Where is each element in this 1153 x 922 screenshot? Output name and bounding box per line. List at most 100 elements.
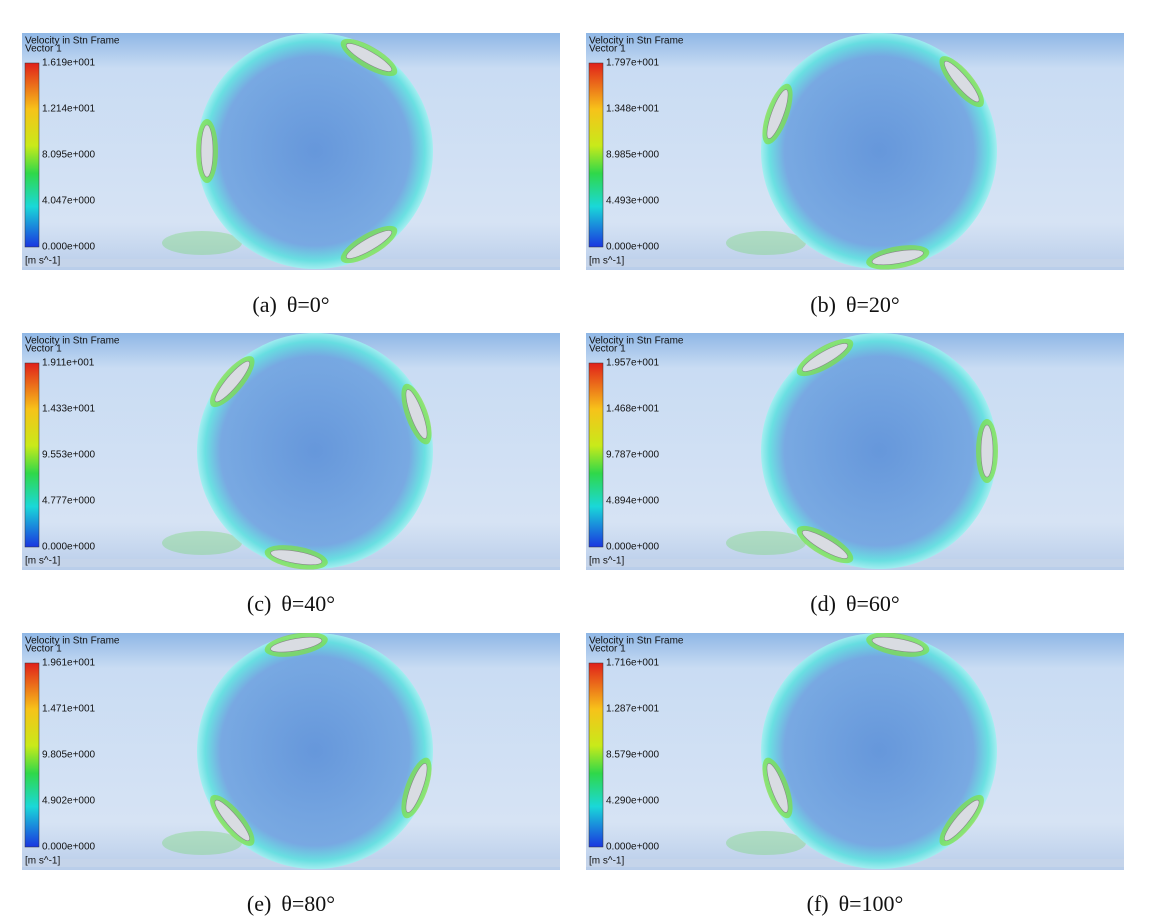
legend-subtitle: Vector 1 — [589, 44, 626, 55]
caption: (c) θ=40° — [22, 591, 560, 617]
caption-label: (f) — [806, 891, 829, 916]
color-bar-label: 0.000e+000 — [606, 542, 660, 553]
color-bar-label: 4.777e+000 — [42, 496, 96, 507]
rotor-region — [197, 633, 433, 869]
caption-angle: θ=100° — [838, 891, 904, 916]
caption: (e) θ=80° — [22, 891, 560, 917]
unit-label: [m s^-1] — [25, 256, 60, 267]
legend-subtitle: Vector 1 — [25, 644, 62, 655]
wake — [162, 531, 242, 555]
legend-title: Velocity in Stn Frame — [589, 636, 684, 647]
rotor-region — [761, 333, 997, 569]
color-bar — [588, 662, 604, 848]
color-bar-label: 9.787e+000 — [606, 450, 660, 461]
caption: (b) θ=20° — [586, 292, 1124, 318]
blade — [871, 249, 924, 266]
color-bar — [24, 662, 40, 848]
legend-subtitle: Vector 1 — [589, 644, 626, 655]
color-bar-label: 1.348e+001 — [606, 104, 660, 115]
caption-angle: θ=0° — [286, 292, 330, 317]
wake — [726, 231, 806, 255]
legend-title: Velocity in Stn Frame — [25, 636, 120, 647]
caption-angle: θ=60° — [845, 591, 900, 616]
color-bar-label: 8.095e+000 — [42, 150, 96, 161]
caption-label: (e) — [246, 891, 272, 916]
caption-label: (a) — [252, 292, 277, 317]
legend-title: Velocity in Stn Frame — [25, 336, 120, 347]
caption-angle: θ=20° — [845, 292, 900, 317]
color-bar-label: 9.553e+000 — [42, 450, 96, 461]
color-bar-label: 1.716e+001 — [606, 658, 660, 669]
wake — [162, 231, 242, 255]
color-bar-label: 1.957e+001 — [606, 358, 660, 369]
blade — [214, 360, 250, 403]
unit-label: [m s^-1] — [589, 256, 624, 267]
blade — [801, 530, 849, 559]
color-bar-label: 4.894e+000 — [606, 496, 660, 507]
unit-label: [m s^-1] — [589, 856, 624, 867]
blade — [345, 230, 393, 259]
unit-label: [m s^-1] — [25, 556, 60, 567]
wake — [162, 831, 242, 855]
blade — [980, 424, 994, 478]
rotor-region — [761, 33, 997, 269]
color-bar-label: 1.471e+001 — [42, 704, 96, 715]
legend-subtitle: Vector 1 — [589, 344, 626, 355]
color-bar-label: 8.579e+000 — [606, 750, 660, 761]
caption-label: (d) — [810, 591, 836, 616]
legend-title: Velocity in Stn Frame — [25, 36, 120, 47]
blade — [766, 763, 789, 813]
color-bar-label: 1.433e+001 — [42, 404, 96, 415]
color-bar-label: 4.290e+000 — [606, 796, 660, 807]
rotor-region — [197, 33, 433, 269]
color-bar-label: 1.619e+001 — [42, 58, 96, 69]
color-bar-label: 9.805e+000 — [42, 750, 96, 761]
blade — [270, 636, 323, 653]
blade — [405, 763, 428, 813]
blade — [766, 89, 789, 139]
color-bar — [588, 362, 604, 548]
color-bar-label: 0.000e+000 — [606, 242, 660, 253]
blade — [405, 389, 428, 439]
color-bar — [588, 62, 604, 248]
color-bar-label: 0.000e+000 — [42, 242, 96, 253]
color-bar-label: 4.902e+000 — [42, 796, 96, 807]
wake — [726, 531, 806, 555]
wake — [726, 831, 806, 855]
blade — [944, 60, 980, 103]
caption: (f) θ=100° — [586, 891, 1124, 917]
color-bar-label: 1.214e+001 — [42, 104, 96, 115]
caption-label: (c) — [246, 591, 272, 616]
color-bar-label: 1.287e+001 — [606, 704, 660, 715]
color-bar-label: 0.000e+000 — [42, 542, 96, 553]
color-bar-label: 8.985e+000 — [606, 150, 660, 161]
color-bar-label: 4.047e+000 — [42, 196, 96, 207]
blade — [801, 343, 849, 372]
color-bar — [24, 62, 40, 248]
legend-title: Velocity in Stn Frame — [589, 336, 684, 347]
blade — [214, 799, 250, 842]
color-bar-label: 1.961e+001 — [42, 658, 96, 669]
legend-subtitle: Vector 1 — [25, 44, 62, 55]
color-bar-label: 1.468e+001 — [606, 404, 660, 415]
blade — [270, 549, 323, 566]
legend-subtitle: Vector 1 — [25, 344, 62, 355]
rotor-region — [761, 633, 997, 869]
legend-title: Velocity in Stn Frame — [589, 36, 684, 47]
color-bar-label: 1.797e+001 — [606, 58, 660, 69]
unit-label: [m s^-1] — [25, 856, 60, 867]
caption: (a) θ=0° — [22, 292, 560, 318]
unit-label: [m s^-1] — [589, 556, 624, 567]
blade — [345, 43, 393, 72]
blade — [944, 799, 980, 842]
blade — [200, 124, 214, 178]
color-bar-label: 0.000e+000 — [606, 842, 660, 853]
rotor-region — [197, 333, 433, 569]
